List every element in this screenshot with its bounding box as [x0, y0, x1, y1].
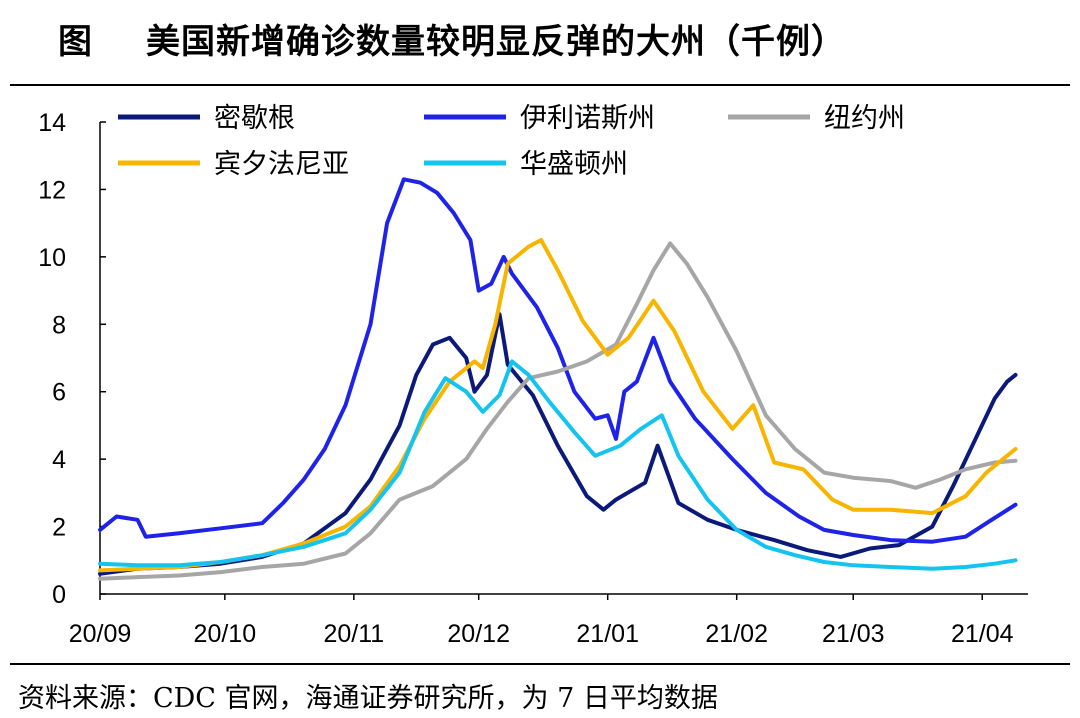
y-tick-label: 8 — [52, 311, 66, 339]
series-line-4 — [98, 359, 1018, 571]
legend-label-0: 密歇根 — [214, 103, 295, 134]
series-line-2 — [98, 241, 1018, 581]
y-tick-label: 10 — [38, 244, 66, 272]
x-tick-label: 21/03 — [822, 620, 885, 648]
legend-label-1: 伊利诺斯州 — [520, 103, 655, 134]
series-line-1 — [98, 177, 1018, 544]
x-tick-label: 20/10 — [194, 620, 257, 648]
y-tick-label: 6 — [52, 379, 66, 407]
figure-label: 图 — [58, 22, 92, 62]
legend-label-2: 纽约州 — [824, 103, 905, 134]
x-tick-label: 21/01 — [576, 620, 639, 648]
y-tick-label: 0 — [52, 581, 66, 609]
top-rule — [10, 84, 1070, 86]
y-tick-label: 12 — [38, 176, 66, 204]
x-tick-label: 21/02 — [705, 620, 768, 648]
title-bar: 图 美国新增确诊数量较明显反弹的大州（千例） — [0, 0, 1080, 86]
series-lines — [98, 177, 1018, 581]
y-tick-label: 2 — [52, 514, 66, 542]
page-title: 美国新增确诊数量较明显反弹的大州（千例） — [146, 22, 846, 62]
x-tick-label: 21/04 — [951, 620, 1014, 648]
y-tick-label: 4 — [52, 446, 66, 474]
x-tick-label: 20/11 — [323, 620, 384, 648]
x-tick-label: 20/12 — [447, 620, 510, 648]
legend-label-4: 华盛顿州 — [520, 149, 628, 180]
series-line-3 — [98, 238, 1018, 573]
y-tick-label: 14 — [38, 109, 66, 137]
x-tick-label: 20/09 — [69, 620, 132, 648]
bottom-rule — [10, 663, 1070, 665]
legend-label-3: 宾夕法尼亚 — [214, 149, 349, 180]
series-line-0 — [98, 312, 1018, 576]
axes: 0 2 4 6 8 10 12 14 20/09 20/10 20/11 20/12 21/01 21/0… — [38, 109, 1028, 648]
source-note: 资料来源：CDC 官网，海通证券研究所，为 7 日平均数据 — [18, 683, 718, 714]
